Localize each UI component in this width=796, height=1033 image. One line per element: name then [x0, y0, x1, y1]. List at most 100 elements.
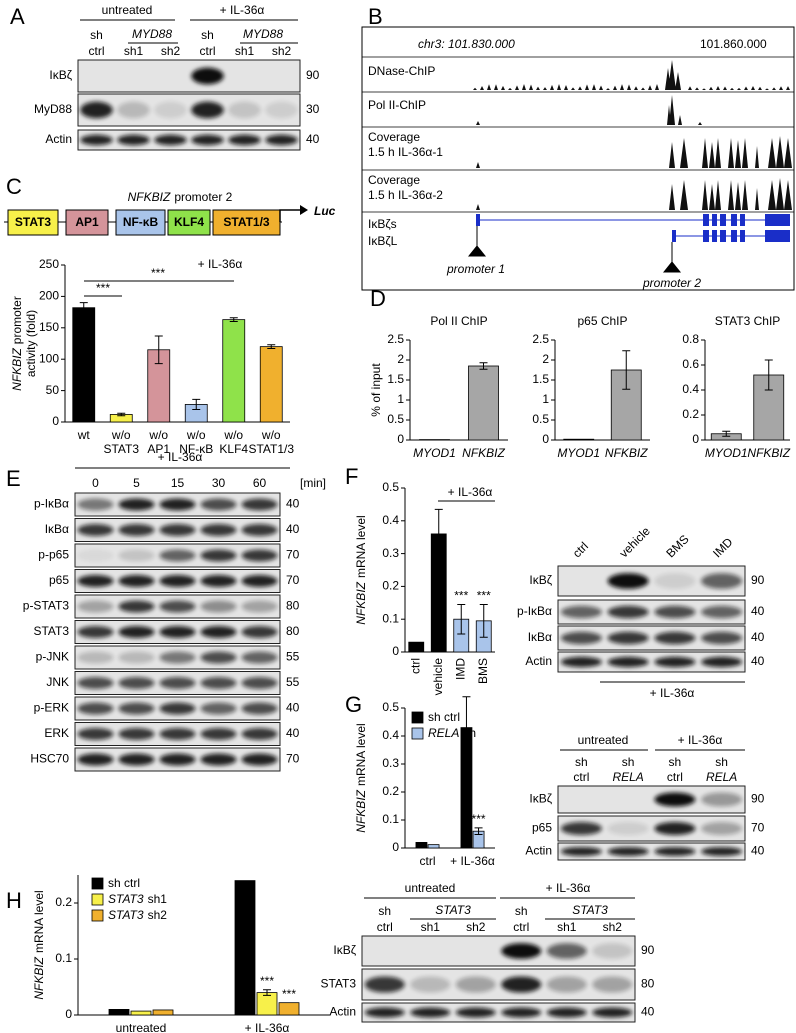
protein-label: Actin [329, 1005, 356, 1019]
group-label: untreated [578, 733, 629, 747]
blot-strip [361, 968, 636, 1001]
treatment-label: + IL-36α [198, 257, 243, 271]
y-tick-label: 50 [46, 383, 60, 397]
protein-label: p65 [49, 573, 69, 587]
legend-label-part: sh ctrl [428, 710, 460, 724]
protein-label: IκBζ [49, 68, 72, 82]
kda-label: 40 [751, 654, 765, 668]
blot-strip [77, 93, 301, 127]
reporter-arrow [279, 209, 300, 222]
blot-band [701, 573, 743, 589]
error-bar [764, 359, 773, 391]
protein-label: p-JNK [36, 650, 69, 664]
lane-label: ctrl [513, 920, 529, 934]
blot-band [118, 677, 155, 689]
x-tick-label: wt [77, 428, 91, 442]
promoter-title: NFKBIZ promoter 2 [128, 190, 233, 204]
y-axis-label: NFKBIZ mRNA level [354, 515, 368, 624]
blot-band [200, 702, 237, 715]
lane-label: ctrl [570, 539, 591, 560]
blot-band [154, 134, 187, 146]
x-tick-label: STAT3 [103, 442, 139, 456]
lane-label: ctrl [667, 770, 683, 784]
y-tick-label: 0.2 [55, 895, 72, 909]
blot-band [241, 549, 278, 562]
transcript-label: IκBζs [368, 217, 397, 231]
legend-swatch [411, 727, 424, 740]
kda-label: 90 [306, 68, 320, 82]
y-tick-label: 200 [39, 289, 59, 303]
y-tick-label: 1 [397, 392, 404, 406]
exon [720, 230, 726, 242]
protein-label: JNK [46, 675, 69, 689]
exon [476, 214, 480, 226]
exon [712, 214, 717, 226]
y-axis-label: NFKBIZ mRNA level [354, 723, 368, 832]
kda-label: 40 [286, 522, 300, 536]
promoter-element [212, 209, 281, 236]
blot-strip [557, 842, 746, 861]
promoter-element [115, 209, 166, 236]
blot-band [546, 943, 587, 959]
protein-label: Actin [525, 654, 552, 668]
error-bar [79, 302, 88, 314]
panel-label: B [368, 4, 383, 29]
time-label: 30 [212, 476, 226, 490]
bar [72, 307, 96, 423]
protein-label: IκBζ [529, 792, 552, 806]
exon [740, 214, 745, 226]
kda-label: 70 [286, 573, 300, 587]
blot-band [191, 67, 224, 85]
x-tick-label: BMS [476, 658, 490, 684]
bar [152, 1009, 174, 1016]
blot-band [241, 498, 278, 511]
y-tick-label: 2 [542, 352, 549, 366]
kda-label: 80 [286, 624, 300, 638]
bar [234, 880, 256, 1016]
kda-label: 30 [306, 102, 320, 116]
y-axis-label-part: NFKBIZ [32, 956, 46, 999]
legend-label-part: sh1 [148, 892, 168, 906]
blot-band [118, 600, 155, 613]
blot-band [77, 549, 114, 562]
panel-label: C [6, 174, 22, 199]
blot-band [118, 498, 155, 511]
lane-label: sh [378, 904, 391, 918]
blot-band [654, 656, 696, 668]
blot-band [501, 976, 542, 993]
legend-label-part: sh ctrl [108, 876, 140, 890]
y-tick-label: 0.2 [682, 407, 699, 421]
error-bar [622, 350, 631, 390]
x-tick-label: MYOD1 [705, 446, 748, 460]
protein-label: p-ERK [34, 701, 69, 715]
error-bar [474, 827, 483, 836]
lane-label: sh [575, 755, 588, 769]
exon [672, 230, 676, 242]
significance: *** [96, 281, 110, 295]
arrow-head [300, 205, 308, 215]
lane-label: sh1 [557, 920, 577, 934]
blot-band [118, 575, 155, 587]
lane-label: RELA [706, 770, 737, 784]
kda-label: 70 [751, 821, 765, 835]
transcript-label: IκBζL [368, 234, 398, 248]
y-axis-label: NFKBIZ promoter [10, 296, 24, 391]
blot-band [200, 626, 237, 638]
x-tick-label: IMD [453, 658, 467, 680]
exon [765, 214, 790, 226]
group-label: + IL-36α [546, 881, 591, 895]
blot-band [200, 549, 237, 562]
lane-label: vehicle [617, 524, 654, 561]
group-label: + IL-36α [220, 3, 265, 17]
promoter-marker [662, 242, 682, 273]
panel-label: F [345, 464, 358, 489]
bar [108, 1009, 130, 1016]
error-bar [457, 603, 466, 635]
blot-band [241, 575, 278, 587]
error-bar [192, 398, 201, 410]
reporter-label: Luc [314, 204, 336, 218]
y-axis-label: activity (fold) [24, 310, 38, 377]
lane-label: ctrl [89, 44, 105, 58]
blot-band [654, 631, 696, 645]
blot-band [200, 498, 237, 511]
